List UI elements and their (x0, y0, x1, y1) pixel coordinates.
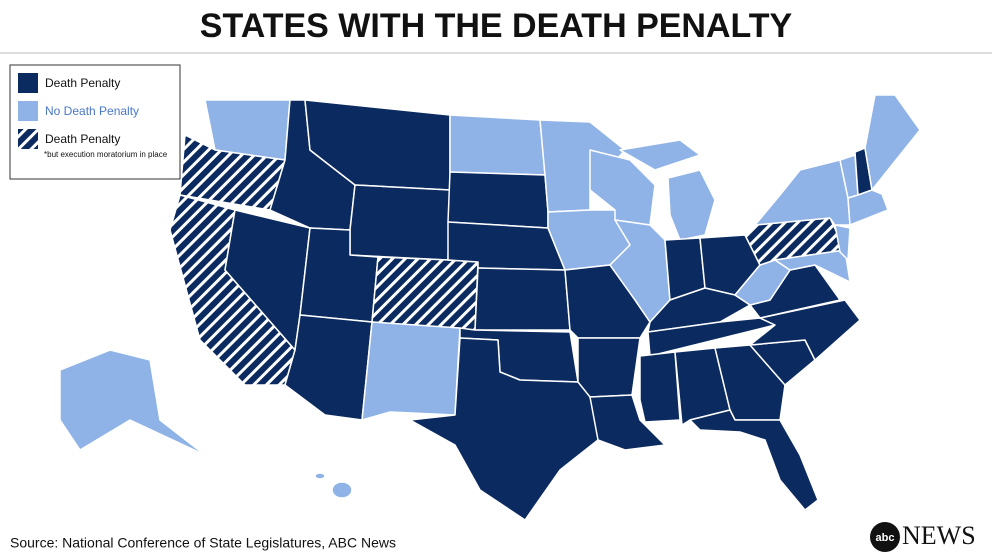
legend-box (9, 64, 181, 180)
logo-circle (870, 522, 900, 552)
state (577, 337, 641, 398)
state (331, 481, 353, 499)
state (754, 159, 851, 226)
state (449, 114, 546, 176)
legend-swatch (18, 129, 38, 149)
source: Source: National Conference of State Leg… (10, 535, 396, 551)
state (749, 299, 861, 361)
state (59, 349, 206, 456)
state (539, 119, 626, 213)
state (639, 351, 681, 423)
legend: Death Penalty No Death Penalty Death Pen… (9, 64, 181, 180)
legend-note-box: *but execution moratorium in place (44, 150, 168, 159)
state (361, 321, 461, 421)
state (864, 94, 921, 191)
state (474, 267, 571, 331)
legend-swatch (18, 73, 38, 93)
legend-label: No Death Penalty (45, 104, 139, 118)
state (774, 249, 851, 283)
state (619, 139, 701, 171)
state (689, 409, 819, 511)
states (59, 94, 921, 521)
state (409, 337, 599, 521)
state (349, 184, 451, 261)
state (667, 169, 716, 241)
legend-swatch (18, 101, 38, 121)
state (371, 256, 479, 331)
state (834, 224, 851, 261)
logo-news: NEWS (902, 521, 976, 550)
legend-note: *but execution moratorium in place (44, 150, 168, 159)
title: STATES WITH THE DEATH PENALTY (200, 7, 793, 45)
state (589, 394, 666, 451)
state (847, 189, 889, 226)
logo-abc: abc (876, 532, 895, 544)
legend-label: Death Penalty (45, 132, 120, 146)
state (447, 171, 549, 229)
state (284, 314, 373, 421)
state (314, 472, 326, 480)
legend-label: Death Penalty (45, 76, 120, 90)
